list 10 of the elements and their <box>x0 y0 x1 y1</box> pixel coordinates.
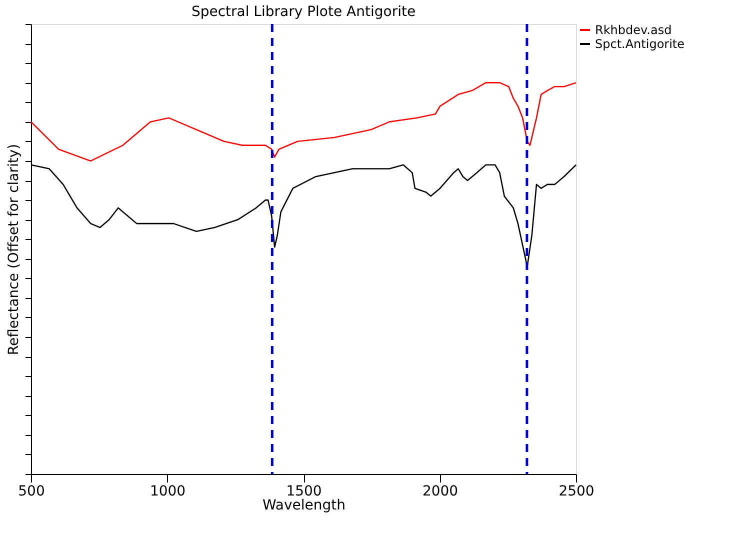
legend-label: Rkhbdev.asd <box>595 23 672 37</box>
x-tick-label: 2500 <box>558 484 594 500</box>
y-axis-title: Reflectance (Offset for clarity) <box>6 144 22 356</box>
x-tick-label: 500 <box>18 484 45 500</box>
legend-label: Spct.Antigorite <box>595 37 685 51</box>
chart-title: Spectral Library Plote Antigorite <box>191 4 416 20</box>
x-tick-label: 2000 <box>422 484 458 500</box>
x-tick-label: 1000 <box>150 484 186 500</box>
x-axis-title: Wavelength <box>262 498 346 514</box>
x-tick-label: 1500 <box>286 484 322 500</box>
